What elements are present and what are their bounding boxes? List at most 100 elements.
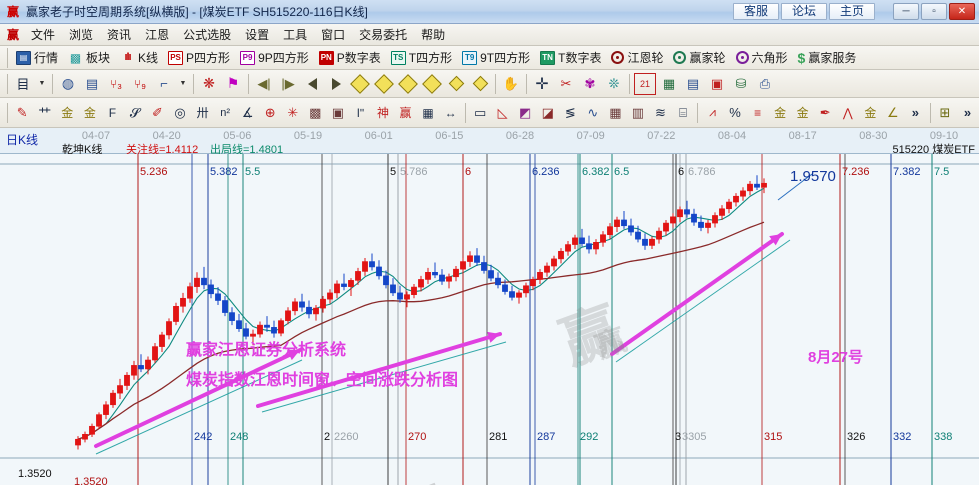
- forum-button[interactable]: 论坛: [781, 3, 827, 20]
- print-icon[interactable]: ⎙: [759, 75, 771, 91]
- percent-levels-icon[interactable]: ≡: [754, 105, 762, 120]
- period-dropdown-arrow[interactable]: ▼: [38, 80, 46, 87]
- menu-item-formula-screen[interactable]: 公式选股: [183, 28, 232, 42]
- scissors-cut-icon[interactable]: ✂: [560, 75, 572, 91]
- menu-item-settings[interactable]: 设置: [245, 28, 270, 42]
- chart-canvas[interactable]: 5.236 5.382 5.5 5 5.786 6 6.236 6.382 6.5 6 6.786 7…: [0, 154, 979, 485]
- step-dropdown-arrow[interactable]: ▼: [179, 80, 187, 87]
- customer-service-button[interactable]: 客服: [733, 3, 779, 20]
- first-page-icon[interactable]: ◀|: [257, 75, 271, 91]
- flag-icon[interactable]: ⚑: [226, 75, 240, 91]
- grid-square-icon[interactable]: ▥: [631, 104, 645, 120]
- last-page-icon[interactable]: |▶: [281, 75, 295, 91]
- percent-line-icon[interactable]: ⩘: [709, 105, 716, 119]
- minimize-button[interactable]: ─: [893, 3, 919, 20]
- func-t9-square-button[interactable]: T9 9T四方形: [457, 49, 535, 66]
- gold-bar-icon[interactable]: 金: [864, 106, 877, 120]
- more-chevrons-icon[interactable]: »: [911, 105, 920, 120]
- func-service-button[interactable]: $ 赢家服务: [793, 49, 862, 66]
- box-grid-icon[interactable]: ▩: [309, 104, 322, 120]
- func-gann-wheel-button[interactable]: 江恩轮: [606, 49, 668, 66]
- pen-point-icon[interactable]: ✒: [819, 104, 831, 120]
- quote-marks-icon[interactable]: ǀʺ: [356, 105, 365, 120]
- diamond-6-icon[interactable]: [469, 73, 491, 95]
- func-hexagon-button[interactable]: 六角形: [731, 49, 793, 66]
- gann-fan-grid-icon[interactable]: 艹: [38, 106, 52, 121]
- slope-icon[interactable]: ∠: [887, 104, 899, 120]
- percent-icon[interactable]: %: [729, 105, 741, 120]
- grid-bars-icon[interactable]: 卅: [196, 106, 209, 120]
- func-kline-button[interactable]: ıƖı K线: [115, 49, 163, 66]
- numbers-grid-icon[interactable]: ▦: [422, 105, 434, 120]
- shen-icon[interactable]: 神: [376, 106, 389, 120]
- kline-9-icon[interactable]: ⑂₉: [134, 76, 146, 91]
- ying-icon[interactable]: 赢: [399, 106, 412, 120]
- menu-item-gann[interactable]: 江恩: [145, 28, 170, 42]
- ab-levels-icon[interactable]: ⋀: [842, 105, 853, 120]
- globe-market-icon[interactable]: ◍: [61, 75, 75, 91]
- calculator-icon[interactable]: ▦: [662, 75, 676, 91]
- maximize-button[interactable]: ▫: [921, 3, 947, 20]
- hand-pan-icon[interactable]: ✋: [502, 75, 520, 91]
- func-sector-button[interactable]: ▩ 板块: [63, 49, 115, 66]
- network-icon[interactable]: ⛁: [735, 75, 747, 91]
- starburst-icon[interactable]: ✳: [287, 104, 299, 120]
- diamond-1-icon[interactable]: [349, 73, 371, 95]
- gold-ratio-2-icon[interactable]: 金: [83, 106, 96, 120]
- diamond-5-icon[interactable]: [445, 73, 467, 95]
- target-circle-icon[interactable]: ⊕: [264, 104, 276, 120]
- fan-lines-icon[interactable]: ◺: [497, 104, 508, 120]
- crosshair-icon[interactable]: ✛: [535, 75, 549, 93]
- menu-item-file[interactable]: 文件: [31, 28, 56, 42]
- width-measure-icon[interactable]: ↔: [444, 105, 457, 120]
- diamond-3-icon[interactable]: [397, 73, 419, 95]
- homepage-button[interactable]: 主页: [829, 3, 875, 20]
- ladder-icon[interactable]: ⌸: [679, 104, 687, 120]
- brain-analysis-icon[interactable]: ❊: [608, 75, 620, 91]
- func-ts-square-button[interactable]: TS T四方形: [386, 49, 457, 66]
- clipboard-report-icon[interactable]: ▤: [85, 75, 99, 91]
- spiral-icon[interactable]: 𝓢: [129, 104, 140, 120]
- calendar-21-icon[interactable]: 21: [634, 72, 656, 95]
- circle-cycle-icon[interactable]: ◎: [174, 104, 186, 120]
- func-p9-square-button[interactable]: P9 9P四方形: [235, 49, 314, 66]
- func-quote-button[interactable]: ▤ 行情: [11, 49, 63, 66]
- diamond-4-icon[interactable]: [421, 73, 443, 95]
- square-frame-icon[interactable]: ▣: [331, 104, 345, 120]
- kline-3-icon[interactable]: ⑂₃: [109, 76, 123, 91]
- gold-ratio-1-icon[interactable]: 金: [61, 106, 74, 120]
- angle-lines-icon[interactable]: ∡: [241, 104, 254, 120]
- calendar-period-icon[interactable]: 目: [16, 77, 30, 92]
- rays-icon[interactable]: ≶: [564, 104, 576, 120]
- menu-item-help[interactable]: 帮助: [421, 28, 446, 42]
- gann-net-icon[interactable]: ❋: [203, 75, 215, 91]
- fan-box-icon[interactable]: ◪: [541, 104, 554, 120]
- parallel-lines-icon[interactable]: ≋: [655, 104, 666, 120]
- grid-net-icon[interactable]: ▦: [609, 104, 622, 120]
- func-winner-wheel-button[interactable]: 赢家轮: [668, 49, 730, 66]
- func-tn-table-button[interactable]: TN T数字表: [535, 49, 606, 66]
- diamond-2-icon[interactable]: [373, 73, 395, 95]
- prev-icon[interactable]: [301, 73, 323, 95]
- next-icon[interactable]: [325, 73, 347, 95]
- close-button[interactable]: ✕: [949, 3, 975, 20]
- rect-tool-icon[interactable]: ▭: [473, 104, 487, 120]
- fan-shaded-icon[interactable]: ◩: [519, 104, 532, 120]
- func-ps-square-button[interactable]: PS P四方形: [163, 49, 235, 66]
- more-chevrons-2-icon[interactable]: »: [963, 105, 972, 120]
- menu-item-browse[interactable]: 浏览: [69, 28, 94, 42]
- menu-item-tools[interactable]: 工具: [283, 28, 308, 42]
- step-line-icon[interactable]: ⌐: [160, 76, 168, 91]
- grid-color-icon[interactable]: ⊞: [939, 104, 951, 120]
- gold-circle-icon[interactable]: 金: [774, 106, 787, 120]
- n-square-icon[interactable]: n²: [220, 106, 231, 119]
- save-disk-icon[interactable]: ▣: [710, 75, 724, 91]
- zigzag-icon[interactable]: ∿: [587, 104, 599, 120]
- menu-item-window[interactable]: 窗口: [321, 28, 346, 42]
- f-fibonacci-icon[interactable]: F: [108, 105, 117, 120]
- pen-measure-icon[interactable]: ✐: [152, 104, 163, 120]
- pen-draw-icon[interactable]: ✎: [16, 104, 28, 120]
- menu-item-news[interactable]: 资讯: [107, 28, 132, 42]
- menu-item-trading[interactable]: 交易委托: [359, 28, 408, 42]
- gold-levels-icon[interactable]: 金: [796, 106, 809, 120]
